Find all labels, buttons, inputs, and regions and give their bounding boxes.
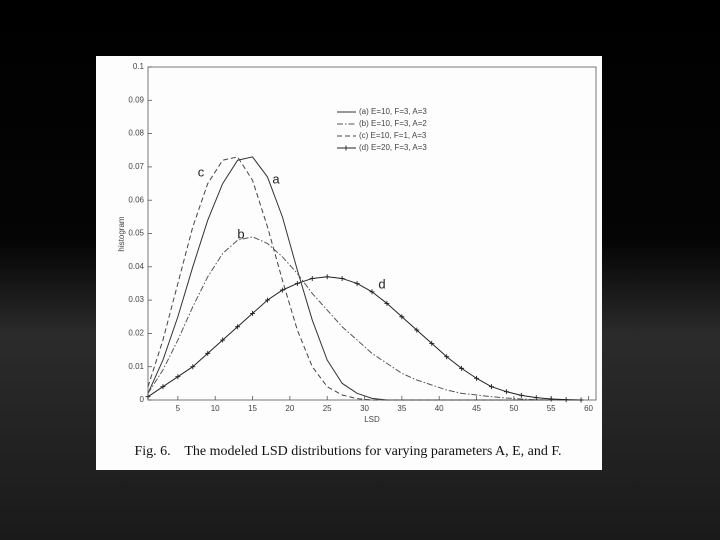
y-tick-label: 0.01 <box>128 362 144 371</box>
marker <box>235 324 241 330</box>
x-tick-label: 35 <box>397 404 406 413</box>
marker <box>250 310 256 316</box>
x-tick-label: 55 <box>547 404 556 413</box>
marker <box>563 397 569 403</box>
marker <box>220 337 226 343</box>
series-line <box>147 156 582 401</box>
x-tick-label: 50 <box>509 404 518 413</box>
marker <box>518 392 524 398</box>
y-tick-label: 0.08 <box>128 129 144 138</box>
marker <box>309 275 315 281</box>
y-tick-label: 0.07 <box>128 162 144 171</box>
y-tick-label: 0.09 <box>128 95 144 104</box>
marker <box>533 395 539 401</box>
x-tick-label: 30 <box>360 404 369 413</box>
x-tick-label: 45 <box>472 404 481 413</box>
marker <box>444 354 450 360</box>
caption: Fig. 6. The modeled LSD distributions fo… <box>134 444 561 459</box>
y-axis-label: histogram <box>117 216 126 251</box>
marker <box>369 289 375 295</box>
series-line <box>147 156 582 401</box>
y-tick-label: 0.02 <box>128 329 144 338</box>
marker <box>279 287 285 293</box>
marker <box>294 280 300 286</box>
x-tick-label: 25 <box>323 404 332 413</box>
x-tick-label: 10 <box>211 404 220 413</box>
y-tick-label: 0.05 <box>128 229 144 238</box>
marker <box>399 314 405 320</box>
marker <box>474 375 480 381</box>
marker <box>160 384 166 390</box>
marker <box>429 340 435 346</box>
marker <box>354 280 360 286</box>
annotation: b <box>237 226 244 241</box>
marker <box>339 275 345 281</box>
marker <box>548 396 554 402</box>
x-tick-label: 60 <box>584 404 593 413</box>
x-axis-label: LSD <box>364 415 380 424</box>
y-tick-label: 0.06 <box>128 195 144 204</box>
x-tick-label: 5 <box>176 404 181 413</box>
marker <box>578 397 584 403</box>
marker <box>503 389 509 395</box>
y-tick-label: 0.03 <box>128 295 144 304</box>
marker <box>459 365 465 371</box>
y-tick-label: 0.04 <box>128 262 144 271</box>
x-tick-label: 15 <box>248 404 257 413</box>
annotation: c <box>198 164 205 179</box>
x-tick-label: 40 <box>435 404 444 413</box>
marker <box>384 300 390 306</box>
series-line <box>147 236 582 401</box>
marker <box>324 274 330 280</box>
series-line <box>147 276 582 401</box>
legend-label: (a) E=10, F=3, A=3 <box>359 107 427 116</box>
legend-label: (b) E=10, F=3, A=2 <box>359 119 427 128</box>
x-tick-label: 20 <box>285 404 294 413</box>
annotation: d <box>378 276 385 291</box>
marker <box>145 394 151 400</box>
marker <box>343 145 349 151</box>
marker <box>264 297 270 303</box>
annotation: a <box>272 171 280 186</box>
marker <box>488 384 494 390</box>
legend-label: (d) E=20, F=3, A=3 <box>359 143 427 152</box>
legend-label: (c) E=10, F=1, A=3 <box>359 131 427 140</box>
marker <box>190 364 196 370</box>
marker <box>205 350 211 356</box>
panel <box>96 56 602 470</box>
marker <box>414 327 420 333</box>
y-tick-label: 0 <box>140 395 145 404</box>
marker <box>175 374 181 380</box>
y-tick-label: 0.1 <box>133 62 145 71</box>
